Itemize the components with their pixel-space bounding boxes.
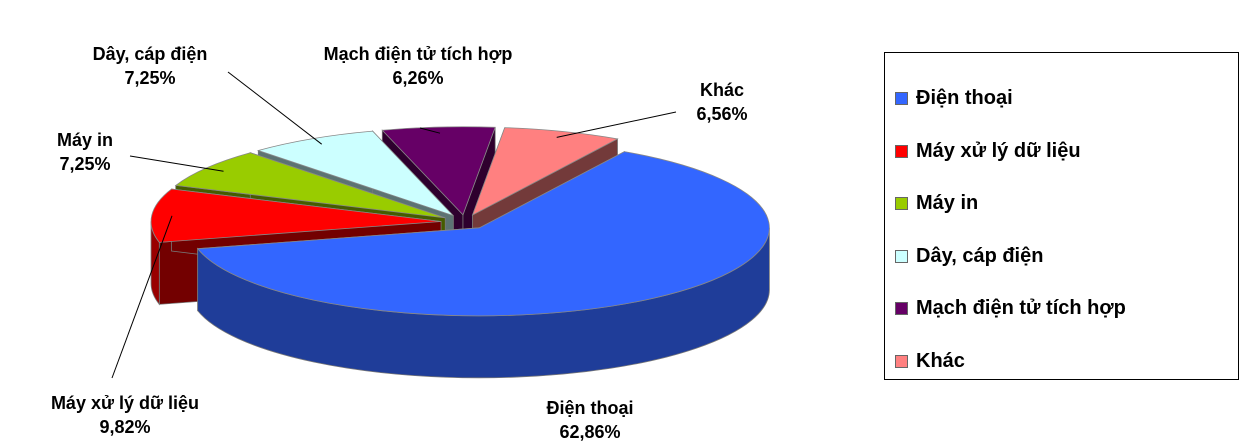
- legend-label: Điện thoại: [916, 87, 1013, 109]
- data-label: Dây, cáp điện 7,25%: [60, 42, 240, 90]
- leader-line: [111, 215, 173, 379]
- slice: [196, 151, 770, 317]
- legend-swatch: [895, 144, 908, 158]
- legend-label: Mạch điện tử tích hợp: [916, 297, 1126, 319]
- data-label-name: Điện thoại: [546, 398, 634, 418]
- slice: [381, 126, 496, 216]
- data-label: Điện thoại 62,86%: [490, 396, 690, 444]
- data-label-name: Mạch điện tử tích hợp: [323, 44, 513, 64]
- data-label-name: Khác: [699, 80, 744, 100]
- legend: Điện thoại Máy xử lý dữ liệu Máy in Dây, cá…: [884, 52, 1239, 380]
- slice: [471, 127, 619, 216]
- slice: [150, 188, 442, 243]
- legend-label: Dây, cáp điện: [916, 244, 1044, 267]
- data-label-name: Máy in: [56, 130, 113, 150]
- data-label-value: 9,82%: [99, 417, 151, 437]
- legend-item: Máy in: [895, 192, 978, 215]
- pie-plot: [111, 71, 770, 379]
- legend-swatch: [895, 354, 908, 368]
- leader-line: [556, 111, 677, 138]
- legend-label: Máy in: [916, 192, 979, 214]
- leader-line: [129, 155, 224, 172]
- slice: [256, 130, 454, 217]
- legend-item: Máy xử lý dữ liệu: [895, 140, 1081, 163]
- data-label: Khác 6,56%: [662, 78, 782, 126]
- legend-swatch: [895, 302, 908, 315]
- legend-item: Mạch điện tử tích hợp: [895, 297, 1126, 320]
- data-label-value: 62,86%: [559, 422, 621, 442]
- data-label: Mạch điện tử tích hợp 6,26%: [323, 42, 513, 90]
- legend-swatch: [895, 249, 908, 263]
- data-label: Máy xử lý dữ liệu 9,82%: [20, 391, 230, 439]
- legend-item: Khác: [895, 350, 965, 373]
- data-label-value: 7,25%: [59, 154, 111, 174]
- data-label-value: 7,25%: [124, 68, 176, 88]
- legend-label: Máy xử lý dữ liệu: [916, 139, 1081, 162]
- data-label: Máy in 7,25%: [25, 128, 145, 176]
- data-label-name: Dây, cáp điện: [92, 44, 208, 64]
- leader-line: [419, 127, 441, 134]
- data-label-name: Máy xử lý dữ liệu: [50, 393, 200, 413]
- slice: [174, 152, 446, 219]
- legend-label: Khác: [916, 349, 965, 372]
- legend-swatch: [895, 197, 908, 210]
- data-label-value: 6,26%: [392, 68, 444, 88]
- legend-item: Điện thoại: [895, 87, 1013, 110]
- leader-line: [227, 71, 323, 145]
- data-label-value: 6,56%: [696, 104, 748, 124]
- legend-swatch: [895, 92, 908, 105]
- legend-item: Dây, cáp điện: [895, 245, 1043, 268]
